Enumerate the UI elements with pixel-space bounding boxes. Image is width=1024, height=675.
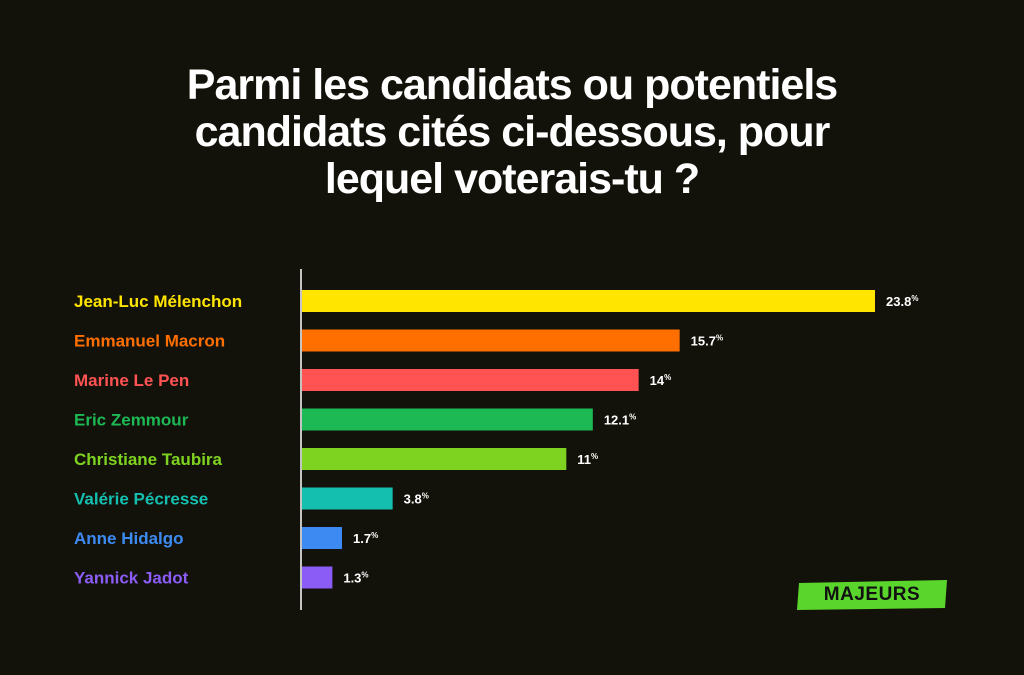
value-label: 14%	[650, 373, 672, 388]
value-label: 1.3%	[343, 571, 368, 586]
bar	[302, 448, 567, 470]
category-label: Marine Le Pen	[74, 371, 189, 390]
bar	[302, 527, 342, 549]
logo-badge-fill	[797, 580, 947, 610]
category-label: Anne Hidalgo	[74, 529, 184, 548]
title-line-2: candidats cités ci-dessous, pour	[194, 108, 831, 156]
value-label: 11%	[577, 452, 598, 467]
category-label: Emmanuel Macron	[74, 332, 225, 351]
bar	[302, 329, 680, 352]
category-label: Valérie Pécresse	[74, 490, 208, 509]
logo-badge-shape	[797, 580, 947, 610]
category-label: Eric Zemmour	[74, 411, 189, 430]
bar	[302, 290, 875, 312]
title-line-3: lequel voterais-tu ?	[324, 155, 700, 203]
value-label: 1.7%	[353, 531, 378, 546]
category-label: Christiane Taubira	[74, 450, 223, 469]
category-label: Yannick Jadot	[74, 569, 189, 588]
bar	[302, 566, 333, 589]
value-label: 3.8%	[404, 492, 429, 507]
value-label: 23.8%	[886, 294, 918, 309]
bar	[302, 369, 639, 391]
category-label: Jean-Luc Mélenchon	[74, 292, 242, 311]
chart-title: Parmi les candidats ou potentiels candid…	[112, 62, 912, 203]
majeurs-logo: MAJEURS	[797, 580, 947, 610]
title-line-1: Parmi les candidats ou potentiels	[186, 61, 838, 109]
value-label: 15.7%	[691, 334, 723, 349]
logo-text: MAJEURS	[823, 584, 921, 605]
bar	[302, 487, 393, 510]
bar	[302, 408, 593, 431]
value-label: 12.1%	[604, 413, 636, 428]
